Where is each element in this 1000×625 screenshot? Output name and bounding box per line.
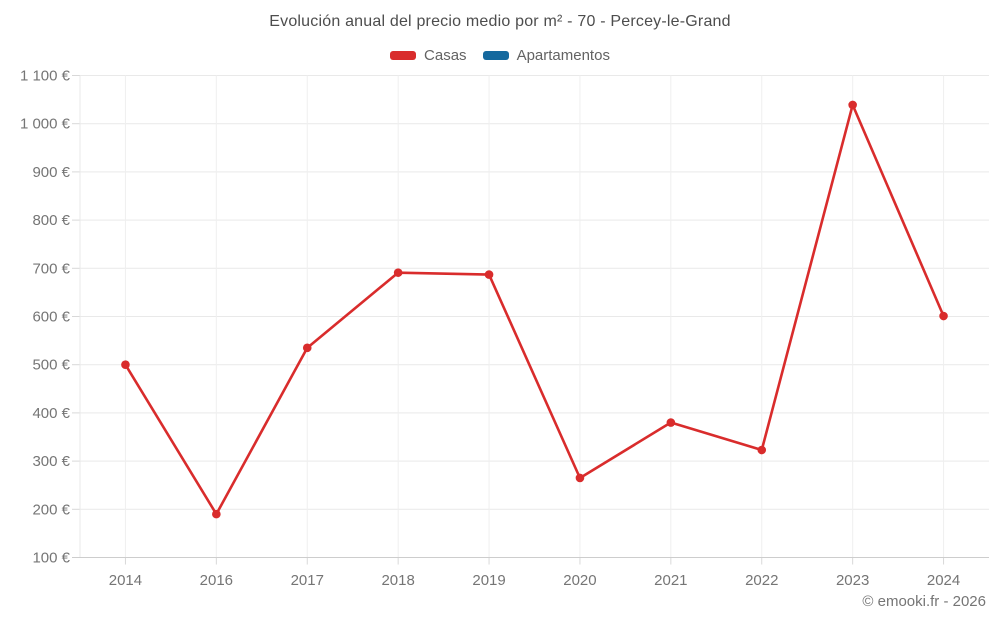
y-tick-label: 400 € (32, 405, 70, 422)
x-tick-label: 2016 (200, 572, 233, 589)
x-tick-label: 2023 (836, 572, 869, 589)
data-point-casas-2016[interactable] (212, 509, 221, 519)
x-tick-label: 2017 (291, 572, 324, 589)
x-tick-label: 2014 (109, 572, 142, 589)
x-tick-label: 2020 (563, 572, 596, 589)
data-point-casas-2014[interactable] (121, 360, 130, 370)
legend-label-apartamentos: Apartamentos (516, 46, 610, 64)
y-tick-label: 300 € (32, 453, 70, 470)
copyright-credit: © emooki.fr - 2026 (862, 593, 986, 610)
x-tick-label: 2021 (654, 572, 687, 589)
y-tick-label: 200 € (32, 501, 70, 518)
x-tick-label: 2019 (472, 572, 505, 589)
y-tick-label: 900 € (32, 164, 70, 181)
x-tick-label: 2018 (381, 572, 414, 589)
casas-color-swatch-icon (390, 50, 417, 60)
chart-title: Evolución anual del precio medio por m² … (269, 13, 731, 30)
y-tick-label: 500 € (32, 357, 70, 374)
legend-item-casas[interactable]: Casas (390, 47, 467, 64)
x-tick-label: 2022 (745, 572, 778, 589)
y-tick-label: 100 € (32, 550, 70, 567)
y-tick-label: 1 100 € (20, 68, 71, 85)
chart-legend: Casas Apartamentos (0, 44, 1000, 66)
data-point-casas-2021[interactable] (666, 418, 676, 427)
apartamentos-color-swatch-icon (482, 50, 509, 60)
x-tick-label: 2024 (927, 572, 960, 589)
data-point-casas-2020[interactable] (575, 473, 585, 483)
data-point-casas-2024[interactable] (939, 311, 948, 321)
y-tick-label: 1 000 € (20, 116, 71, 133)
legend-label-casas: Casas (424, 46, 467, 64)
data-point-casas-2017[interactable] (302, 343, 312, 353)
y-tick-label: 700 € (32, 260, 70, 277)
y-tick-label: 800 € (32, 212, 70, 229)
data-point-casas-2019[interactable] (484, 270, 494, 279)
y-tick-label: 600 € (32, 309, 70, 326)
series-line-casas (124, 103, 945, 516)
legend-item-apartamentos[interactable]: Apartamentos (482, 46, 610, 64)
data-point-casas-2018[interactable] (393, 268, 403, 277)
data-point-casas-2023[interactable] (848, 100, 857, 110)
data-point-casas-2022[interactable] (757, 445, 767, 455)
